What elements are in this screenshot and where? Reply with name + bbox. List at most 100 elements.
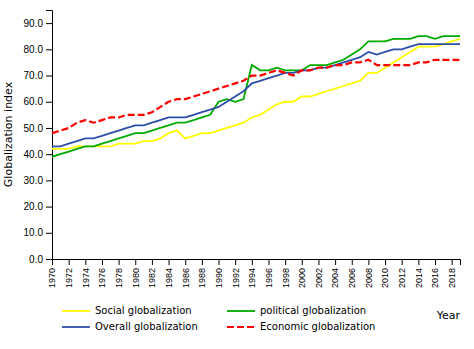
tick-label: 30.0 [24, 175, 44, 186]
y-tick: 10.0 [24, 227, 52, 238]
tick-label: 2002 [314, 268, 324, 288]
tick-label: 2008 [364, 268, 374, 288]
tick-label: 2016 [430, 268, 440, 288]
y-axis-title: Globalization index [2, 81, 15, 187]
tick-label: 50.0 [24, 123, 44, 134]
tick-label: 1976 [97, 268, 107, 288]
tick-label: 1974 [81, 268, 91, 288]
x-tick: 2012 [397, 259, 407, 288]
legend-label: Social globalization [95, 305, 192, 316]
tick-label: 1972 [64, 268, 74, 288]
tick-label: 80.0 [24, 44, 44, 55]
tick-mark [135, 259, 136, 265]
tick-mark [335, 259, 336, 265]
y-tick: 90.0 [24, 18, 52, 29]
tick-label: 10.0 [24, 227, 44, 238]
tick-mark [435, 259, 436, 265]
tick-mark [318, 259, 319, 265]
tick-mark [46, 233, 52, 234]
tick-mark [46, 76, 52, 77]
legend: Social globalization political globalizat… [62, 305, 375, 332]
chart: 1970197219741976197819801982198419861988… [0, 0, 474, 349]
x-tick: 1990 [214, 259, 224, 288]
tick-mark [119, 259, 120, 265]
tick-label: 2010 [380, 268, 390, 288]
x-tick: 2016 [430, 259, 440, 288]
tick-mark [46, 49, 52, 50]
y-tick: 50.0 [24, 123, 52, 134]
tick-label: 1996 [264, 268, 274, 288]
x-tick: 2018 [447, 259, 457, 288]
tick-mark [302, 259, 303, 265]
legend-swatch [227, 310, 255, 312]
x-tick: 1974 [81, 259, 91, 288]
tick-label: 1970 [47, 268, 57, 288]
y-tick: 20.0 [24, 201, 52, 212]
x-tick: 1984 [164, 259, 174, 288]
legend-label: Economic globalization [260, 321, 375, 332]
tick-label: 1980 [131, 268, 141, 288]
tick-label: 1988 [197, 268, 207, 288]
x-tick: 1988 [197, 259, 207, 288]
tick-label: 1990 [214, 268, 224, 288]
x-tick: 2004 [330, 259, 340, 288]
tick-label: 2018 [447, 268, 457, 288]
tick-mark [268, 259, 269, 265]
tick-label: 1994 [247, 268, 257, 288]
tick-mark [102, 259, 103, 265]
plot: 1970197219741976197819801982198419861988… [2, 11, 461, 289]
series-line [52, 60, 460, 133]
legend-swatch [227, 326, 255, 328]
y-tick: 40.0 [24, 149, 52, 160]
axis-line [53, 260, 461, 266]
x-tick: 1980 [131, 259, 141, 288]
x-tick: 2008 [364, 259, 374, 288]
tick-label: 2012 [397, 268, 407, 288]
x-tick: 2006 [347, 259, 357, 288]
tick-mark [46, 154, 52, 155]
tick-mark [452, 259, 453, 265]
tick-mark [252, 259, 253, 265]
tick-label: 20.0 [24, 201, 44, 212]
y-tick: 0.0 [29, 254, 52, 265]
tick-mark [219, 259, 220, 265]
legend-swatch [62, 310, 90, 312]
x-tick: 1970 [47, 259, 57, 288]
tick-mark [385, 259, 386, 265]
tick-mark [202, 259, 203, 265]
y-axis: 0.0 10.0 20.0 30.0 40.0 50.0 60.0 70.0 80.0 90.0 [24, 11, 53, 265]
tick-mark [69, 259, 70, 265]
tick-label: 1998 [281, 268, 291, 288]
tick-label: 1986 [181, 268, 191, 288]
tick-mark [152, 259, 153, 265]
tick-mark [285, 259, 286, 265]
x-tick: 1976 [97, 259, 107, 288]
legend-swatch [62, 326, 90, 328]
legend-item: political globalization [227, 305, 366, 316]
series-line [52, 36, 460, 157]
x-tick: 2002 [314, 259, 324, 288]
tick-label: 1984 [164, 268, 174, 288]
tick-mark [418, 259, 419, 265]
tick-mark [368, 259, 369, 265]
tick-label: 0.0 [29, 254, 43, 265]
lines [52, 36, 460, 157]
y-tick: 80.0 [24, 44, 52, 55]
tick-mark [235, 259, 236, 265]
tick-mark [46, 128, 52, 129]
tick-mark [352, 259, 353, 265]
series-line [52, 39, 460, 149]
x-tick: 1998 [281, 259, 291, 288]
tick-mark [85, 259, 86, 265]
legend-item: Social globalization [62, 305, 192, 316]
tick-label: 60.0 [24, 96, 44, 107]
legend-label: political globalization [260, 305, 366, 316]
x-tick: 1972 [64, 259, 74, 288]
legend-label: Overall globalization [95, 321, 198, 332]
x-axis: 1970197219741976197819801982198419861988… [47, 259, 460, 288]
tick-label: 70.0 [24, 70, 44, 81]
tick-mark [46, 207, 52, 208]
x-tick: 2010 [380, 259, 390, 288]
tick-label: 2004 [330, 268, 340, 288]
tick-mark [185, 259, 186, 265]
